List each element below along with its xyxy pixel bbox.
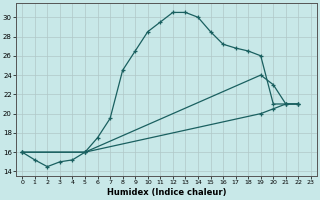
X-axis label: Humidex (Indice chaleur): Humidex (Indice chaleur)	[107, 188, 226, 197]
